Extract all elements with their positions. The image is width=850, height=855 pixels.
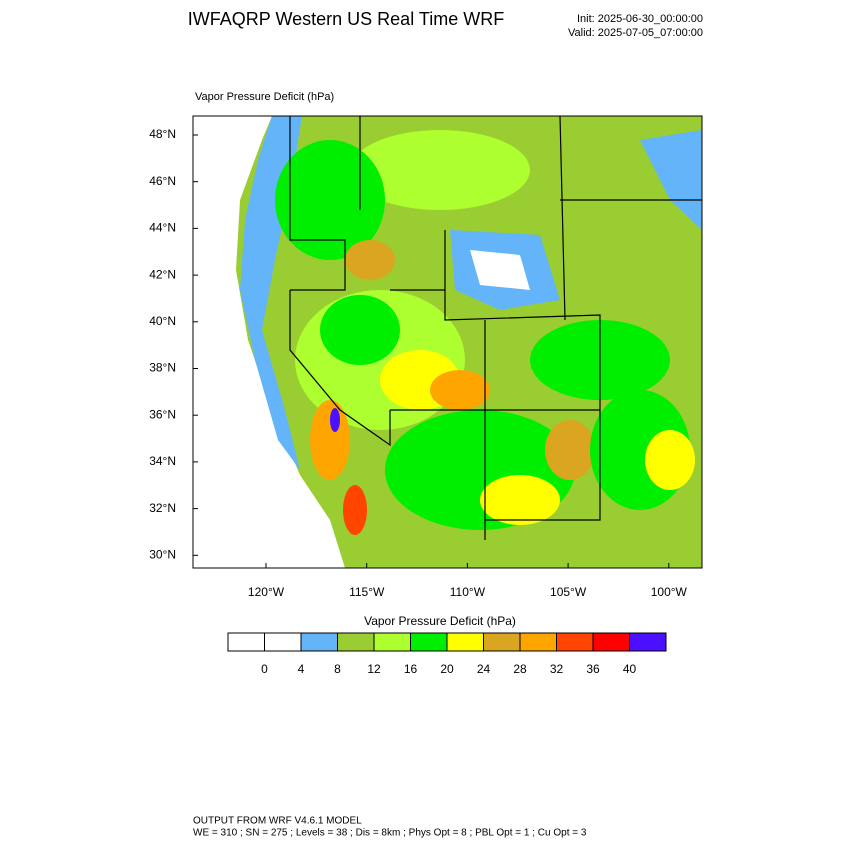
colorbar-swatch (483, 632, 521, 652)
colorbar-title: Vapor Pressure Deficit (hPa) (364, 614, 516, 628)
init-time: Init: 2025-06-30_00:00:00 (577, 13, 703, 25)
map-field (193, 116, 702, 568)
lat-tick-label: 34°N (149, 454, 176, 468)
colorbar-label: 20 (440, 662, 454, 676)
footer-line: OUTPUT FROM WRF V4.6.1 MODEL (193, 816, 362, 827)
colorbar-swatch (410, 632, 448, 652)
field-label: Vapor Pressure Deficit (hPa) (195, 91, 334, 103)
lat-tick-label: 46°N (149, 174, 176, 188)
lon-tick-label: 110°W (450, 585, 486, 599)
colorbar-label: 24 (477, 662, 491, 676)
colorbar-label: 16 (404, 662, 418, 676)
footer-line: WE = 310 ; SN = 275 ; Levels = 38 ; Dis … (193, 828, 587, 839)
lat-tick-label: 32°N (149, 501, 176, 515)
colorbar-label: 36 (586, 662, 600, 676)
colorbar-label: 32 (550, 662, 564, 676)
lat-tick-label: 36°N (149, 407, 176, 421)
colorbar-swatch (227, 632, 265, 652)
colorbar-swatch (592, 632, 630, 652)
lat-tick-label: 30°N (149, 547, 176, 561)
valid-time: Valid: 2025-07-05_07:00:00 (568, 27, 703, 39)
colorbar-label: 12 (367, 662, 381, 676)
colorbar-label: 40 (623, 662, 637, 676)
lat-tick-label: 38°N (149, 361, 176, 375)
lat-tick-label: 42°N (149, 267, 176, 281)
lat-tick-label: 40°N (149, 314, 176, 328)
colorbar-swatch (264, 632, 302, 652)
map-boundaries (289, 115, 702, 540)
colorbar-label: 8 (334, 662, 341, 676)
colorbar-swatch (446, 632, 484, 652)
lon-tick-label: 105°W (550, 585, 587, 599)
title: IWFAQRP Western US Real Time WRF (188, 9, 504, 29)
colorbar-swatch (519, 632, 557, 652)
colorbar-swatch (629, 632, 667, 652)
colorbar-label: 28 (513, 662, 527, 676)
lat-tick-label: 48°N (149, 127, 176, 141)
lat-tick-label: 44°N (149, 221, 176, 235)
lon-tick-label: 120°W (248, 585, 285, 599)
colorbar-swatch (373, 632, 411, 652)
map-frame (192, 115, 703, 569)
colorbar-label: 4 (298, 662, 305, 676)
colorbar-label: 0 (261, 662, 268, 676)
lon-tick-label: 100°W (651, 585, 688, 599)
colorbar-swatch (556, 632, 594, 652)
lon-tick-label: 115°W (349, 585, 385, 599)
colorbar-swatch (337, 632, 375, 652)
colorbar-swatch (300, 632, 338, 652)
